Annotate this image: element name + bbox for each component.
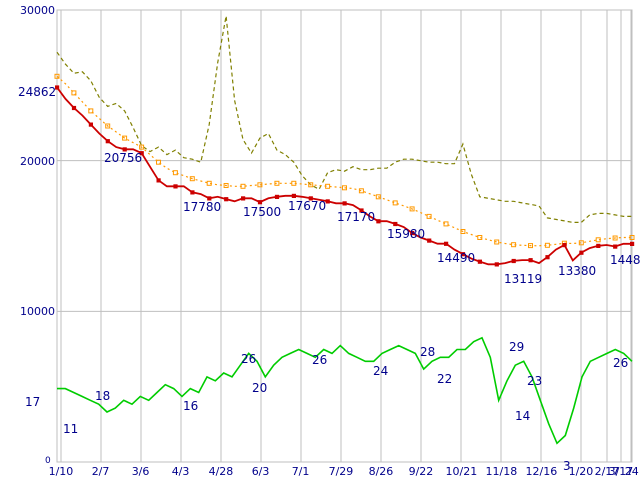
indicator-value-label: 18	[95, 389, 111, 403]
x-axis-tick-label: 7/29	[328, 465, 354, 478]
indicator-value-label: 28	[420, 345, 436, 359]
indicator-value-label: 3	[563, 459, 571, 473]
y-axis-tick-label: 20000	[20, 154, 55, 168]
gridlines	[57, 9, 632, 462]
series-indicator	[57, 336, 633, 445]
indicator-value-label: 26	[241, 352, 257, 366]
x-axis-tick-label: 1/10	[48, 465, 74, 478]
x-axis-tick-label: 9/22	[408, 465, 434, 478]
price-value-label: 14490	[437, 251, 476, 265]
indicator-value-label: 16	[183, 399, 199, 413]
x-axis-tick-label: 24	[624, 465, 639, 478]
y-axis-tick-label: 30000	[20, 4, 55, 17]
indicator-value-label: 20	[252, 381, 268, 395]
indicator-value-label: 26	[312, 353, 328, 367]
price-value-label: 17780	[183, 200, 222, 214]
indicator-value-label: 24	[373, 364, 389, 378]
x-axis-tick-label: 12/16	[525, 465, 558, 478]
x-axis-tick-label: 1/20	[568, 465, 594, 478]
price-value-label: 13119	[504, 272, 543, 286]
x-axis-tick-label: 7/1	[291, 465, 310, 478]
price-value-label: 15980	[387, 227, 426, 241]
x-axis-tick-label: 11/18	[485, 465, 518, 478]
y-axis-tick-label: 0	[45, 456, 51, 466]
x-axis-tick-label: 4/3	[171, 465, 190, 478]
indicator-value-label: 22	[437, 372, 453, 386]
x-axis-tick-label: 3/17	[608, 465, 634, 478]
indicator-value-label: 14	[515, 409, 531, 423]
price-value-label: 17500	[243, 205, 282, 219]
price-value-label: 24862	[18, 85, 57, 99]
indicator-value-label: 23	[527, 374, 543, 388]
x-axis-tick-label: 2/17	[594, 465, 620, 478]
price-value-label: 17670	[288, 199, 327, 213]
indicator-value-label: 11	[63, 422, 79, 436]
price-value-label: 13380	[558, 264, 597, 278]
indicator-value-label: 29	[509, 340, 525, 354]
y-axis-tick-label: 10000	[20, 305, 55, 319]
x-axis-tick-label: 8/26	[368, 465, 394, 478]
indicator-value-label: 26	[613, 356, 629, 370]
price-value-label: 20756	[104, 151, 143, 165]
price-value-label: 14480	[610, 253, 640, 267]
x-axis-tick-label: 4/28	[208, 465, 234, 478]
x-axis-tick-label: 2/7	[91, 465, 110, 478]
series-upper-band	[56, 15, 632, 223]
x-axis-tick-label: 3/6	[131, 465, 150, 478]
x-axis-tick-label: 10/21	[445, 465, 478, 478]
indicator-value-label: 17	[25, 395, 41, 409]
series-moving-average	[54, 73, 635, 249]
plot-border	[56, 9, 633, 463]
series-price	[55, 85, 635, 267]
price-value-label: 17170	[337, 210, 376, 224]
x-axis-tick-label: 6/3	[251, 465, 270, 478]
